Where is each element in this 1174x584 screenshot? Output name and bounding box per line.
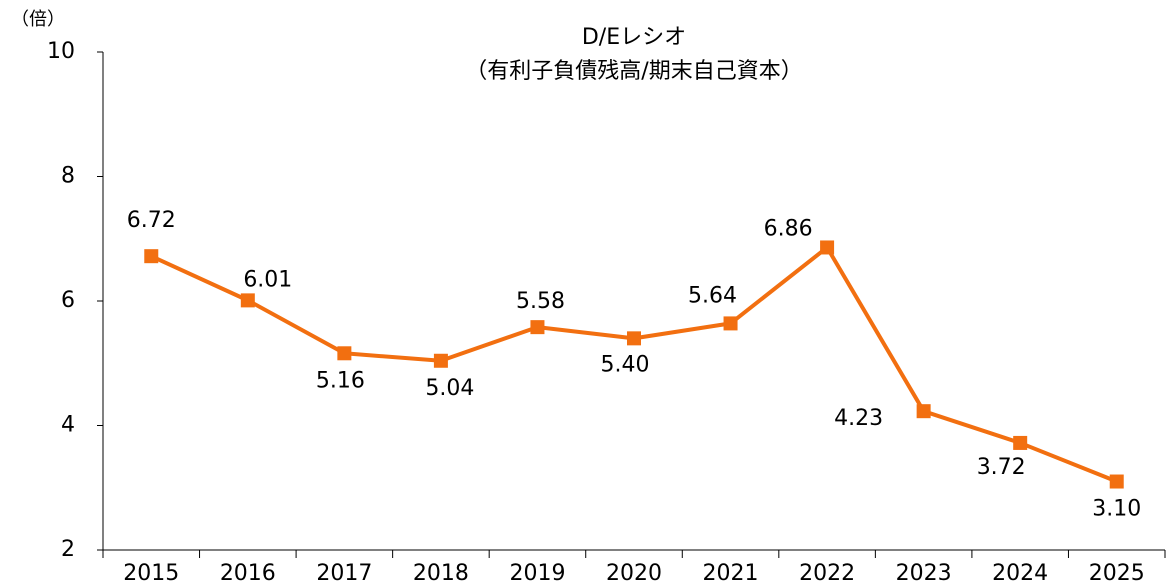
y-tick-label: 6 — [61, 288, 75, 313]
y-tick-label: 4 — [61, 413, 75, 438]
x-tick-label: 2017 — [316, 561, 372, 584]
y-tick-label: 10 — [47, 39, 75, 64]
x-tick-label: 2024 — [992, 561, 1048, 584]
marker — [820, 240, 835, 255]
data-label: 5.16 — [316, 368, 365, 393]
marker — [916, 404, 931, 419]
x-tick-label: 2025 — [1089, 561, 1145, 584]
marker — [1109, 474, 1124, 489]
data-label: 5.04 — [425, 376, 474, 401]
chart-title: D/Eレシオ — [582, 25, 686, 50]
chart-subtitle: （有利子負債残高/期末自己資本） — [465, 59, 802, 84]
x-tick-label: 2018 — [413, 561, 469, 584]
marker — [433, 353, 448, 368]
y-tick-label: 8 — [61, 164, 75, 189]
marker — [240, 293, 255, 308]
x-tick-label: 2020 — [606, 561, 662, 584]
data-label: 6.01 — [243, 267, 292, 292]
marker — [627, 331, 641, 346]
data-label: 5.58 — [516, 289, 565, 314]
x-tick-label: 2015 — [123, 561, 179, 584]
y-axis-label: （倍） — [11, 9, 65, 30]
marker — [144, 249, 159, 264]
data-label: 5.40 — [601, 352, 650, 377]
marker — [337, 346, 352, 361]
data-label: 5.64 — [688, 283, 737, 308]
y-tick-label: 2 — [61, 537, 75, 562]
data-label: 3.72 — [977, 455, 1026, 480]
data-label: 4.23 — [834, 406, 883, 431]
x-tick-label: 2021 — [703, 561, 759, 584]
marker — [723, 316, 738, 331]
x-tick-label: 2023 — [896, 561, 952, 584]
x-tick-label: 2022 — [799, 561, 855, 584]
marker — [1013, 435, 1028, 450]
x-tick-label: 2016 — [220, 561, 276, 584]
marker — [530, 320, 545, 335]
data-label: 3.10 — [1092, 497, 1141, 522]
data-label: 6.72 — [127, 208, 176, 233]
x-tick-label: 2019 — [509, 561, 565, 584]
data-label: 6.86 — [764, 216, 813, 241]
